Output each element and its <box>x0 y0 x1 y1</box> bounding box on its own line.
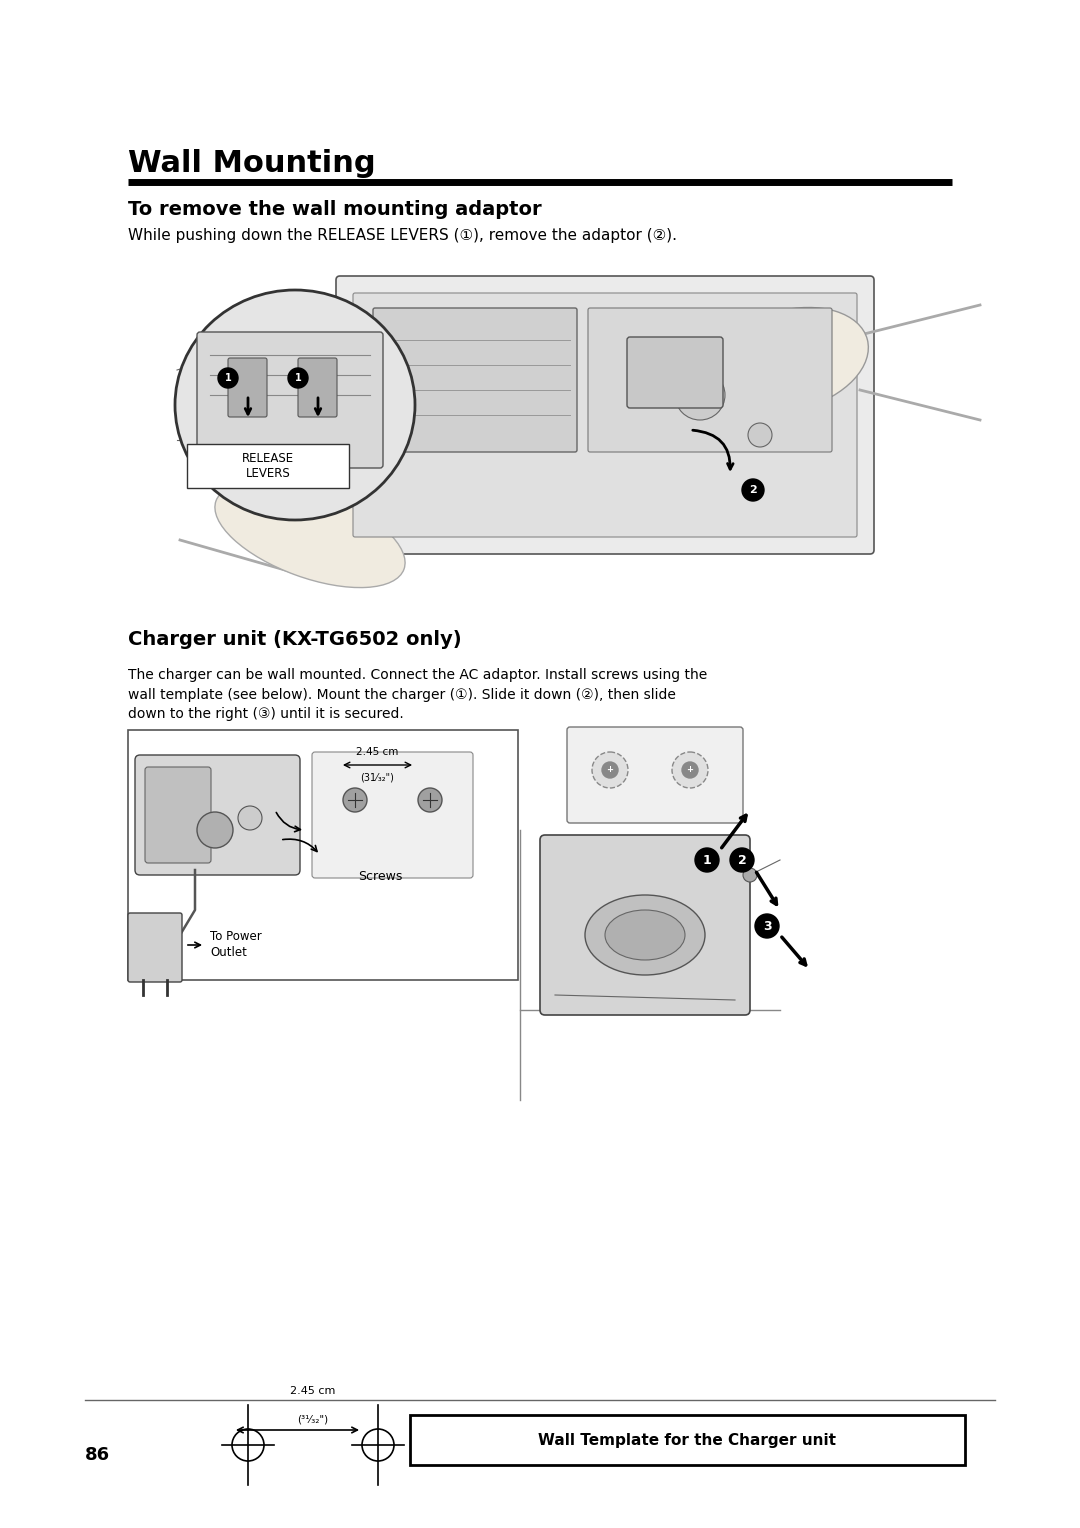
FancyBboxPatch shape <box>627 338 723 408</box>
FancyBboxPatch shape <box>298 358 337 417</box>
Text: Screws: Screws <box>357 869 402 883</box>
FancyBboxPatch shape <box>197 332 383 468</box>
Circle shape <box>592 752 627 788</box>
Text: (³¹⁄₃₂"): (³¹⁄₃₂") <box>297 1415 328 1426</box>
Circle shape <box>743 868 757 882</box>
Text: 2.45 cm: 2.45 cm <box>291 1386 336 1397</box>
Ellipse shape <box>605 911 685 960</box>
Text: RELEASE
LEVERS: RELEASE LEVERS <box>242 452 294 480</box>
Text: Wall Template for the Charger unit: Wall Template for the Charger unit <box>538 1433 836 1447</box>
Circle shape <box>343 788 367 811</box>
Circle shape <box>742 478 764 501</box>
Circle shape <box>418 788 442 811</box>
Circle shape <box>730 848 754 872</box>
Circle shape <box>602 762 618 778</box>
Circle shape <box>238 805 262 830</box>
FancyBboxPatch shape <box>373 309 577 452</box>
FancyBboxPatch shape <box>312 752 473 879</box>
Text: 2: 2 <box>738 854 746 866</box>
Circle shape <box>748 423 772 448</box>
Text: 86: 86 <box>85 1445 110 1464</box>
Circle shape <box>675 370 725 420</box>
Text: To Power
Outlet: To Power Outlet <box>210 931 261 960</box>
Text: To remove the wall mounting adaptor: To remove the wall mounting adaptor <box>129 200 542 219</box>
Text: 1: 1 <box>703 854 712 866</box>
Bar <box>129 730 518 979</box>
Circle shape <box>218 368 238 388</box>
Circle shape <box>681 762 698 778</box>
Bar <box>410 1415 966 1465</box>
Text: While pushing down the RELEASE LEVERS (①), remove the adaptor (②).: While pushing down the RELEASE LEVERS (①… <box>129 228 677 243</box>
Ellipse shape <box>712 307 868 413</box>
FancyBboxPatch shape <box>567 727 743 824</box>
Text: +: + <box>607 766 613 775</box>
Circle shape <box>197 811 233 848</box>
FancyBboxPatch shape <box>228 358 267 417</box>
FancyBboxPatch shape <box>129 914 183 983</box>
FancyBboxPatch shape <box>336 277 874 555</box>
Text: Charger unit (KX-TG6502 only): Charger unit (KX-TG6502 only) <box>129 630 461 649</box>
Ellipse shape <box>175 290 415 520</box>
Ellipse shape <box>585 895 705 975</box>
FancyBboxPatch shape <box>135 755 300 876</box>
FancyBboxPatch shape <box>145 767 211 863</box>
FancyBboxPatch shape <box>353 293 858 536</box>
Circle shape <box>288 368 308 388</box>
Text: Wall Mounting: Wall Mounting <box>129 150 376 177</box>
Text: 1: 1 <box>225 373 231 384</box>
Circle shape <box>755 914 779 938</box>
Circle shape <box>696 848 719 872</box>
Text: (31⁄₃₂"): (31⁄₃₂") <box>360 773 394 782</box>
Text: 2: 2 <box>750 484 757 495</box>
FancyBboxPatch shape <box>540 834 750 1015</box>
Text: The charger can be wall mounted. Connect the AC adaptor. Install screws using th: The charger can be wall mounted. Connect… <box>129 668 707 721</box>
Text: 3: 3 <box>762 920 771 932</box>
Text: 2.45 cm: 2.45 cm <box>355 747 399 756</box>
Ellipse shape <box>215 483 405 588</box>
Text: +: + <box>687 766 693 775</box>
Circle shape <box>672 752 708 788</box>
FancyBboxPatch shape <box>187 445 349 487</box>
FancyBboxPatch shape <box>588 309 832 452</box>
Text: 1: 1 <box>295 373 301 384</box>
